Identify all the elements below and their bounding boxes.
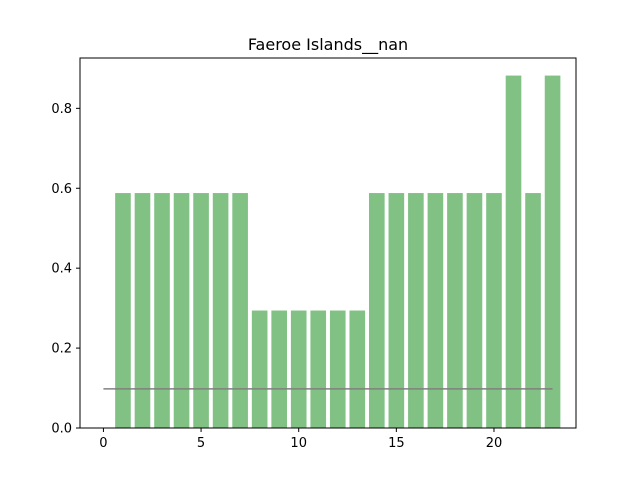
bar-6 <box>212 193 229 428</box>
chart-title: Faeroe Islands__nan <box>248 35 408 55</box>
bar-8 <box>251 310 268 428</box>
bars-layer <box>115 75 561 428</box>
bar-7 <box>232 193 248 428</box>
y-tick-label: 0.8 <box>51 102 72 117</box>
bar-23 <box>544 75 561 428</box>
bar-20 <box>486 193 502 428</box>
x-tick-label: 10 <box>290 436 307 451</box>
bar-9 <box>271 310 287 428</box>
bar-13 <box>349 310 366 428</box>
bar-22 <box>525 193 541 428</box>
bar-19 <box>466 193 483 428</box>
bar-15 <box>388 193 405 428</box>
y-tick-label: 0.6 <box>51 182 72 197</box>
bar-2 <box>134 193 151 428</box>
y-tick-label: 0.0 <box>51 422 72 437</box>
x-tick-label: 0 <box>99 436 107 451</box>
x-tick-label: 5 <box>197 436 205 451</box>
bar-4 <box>173 193 190 428</box>
axes-layer <box>79 57 577 429</box>
bar-3 <box>154 193 170 428</box>
bar-10 <box>290 310 307 428</box>
plot-frame <box>79 57 577 429</box>
bar-17 <box>427 193 444 428</box>
x-tick-label: 15 <box>388 436 405 451</box>
x-tick-label: 20 <box>486 436 503 451</box>
y-tick-label: 0.2 <box>51 342 72 357</box>
bar-5 <box>193 193 209 428</box>
bar-21 <box>505 75 522 428</box>
bar-12 <box>329 310 346 428</box>
y-tick-label: 0.4 <box>51 262 72 277</box>
bar-14 <box>369 193 385 428</box>
bar-16 <box>408 193 424 428</box>
bar-11 <box>310 310 327 428</box>
bar-1 <box>115 193 131 428</box>
bar-18 <box>447 193 463 428</box>
ticks-layer: 0 5 10 15 20 0.0 0.2 0.4 0.6 0.8 <box>51 102 502 451</box>
